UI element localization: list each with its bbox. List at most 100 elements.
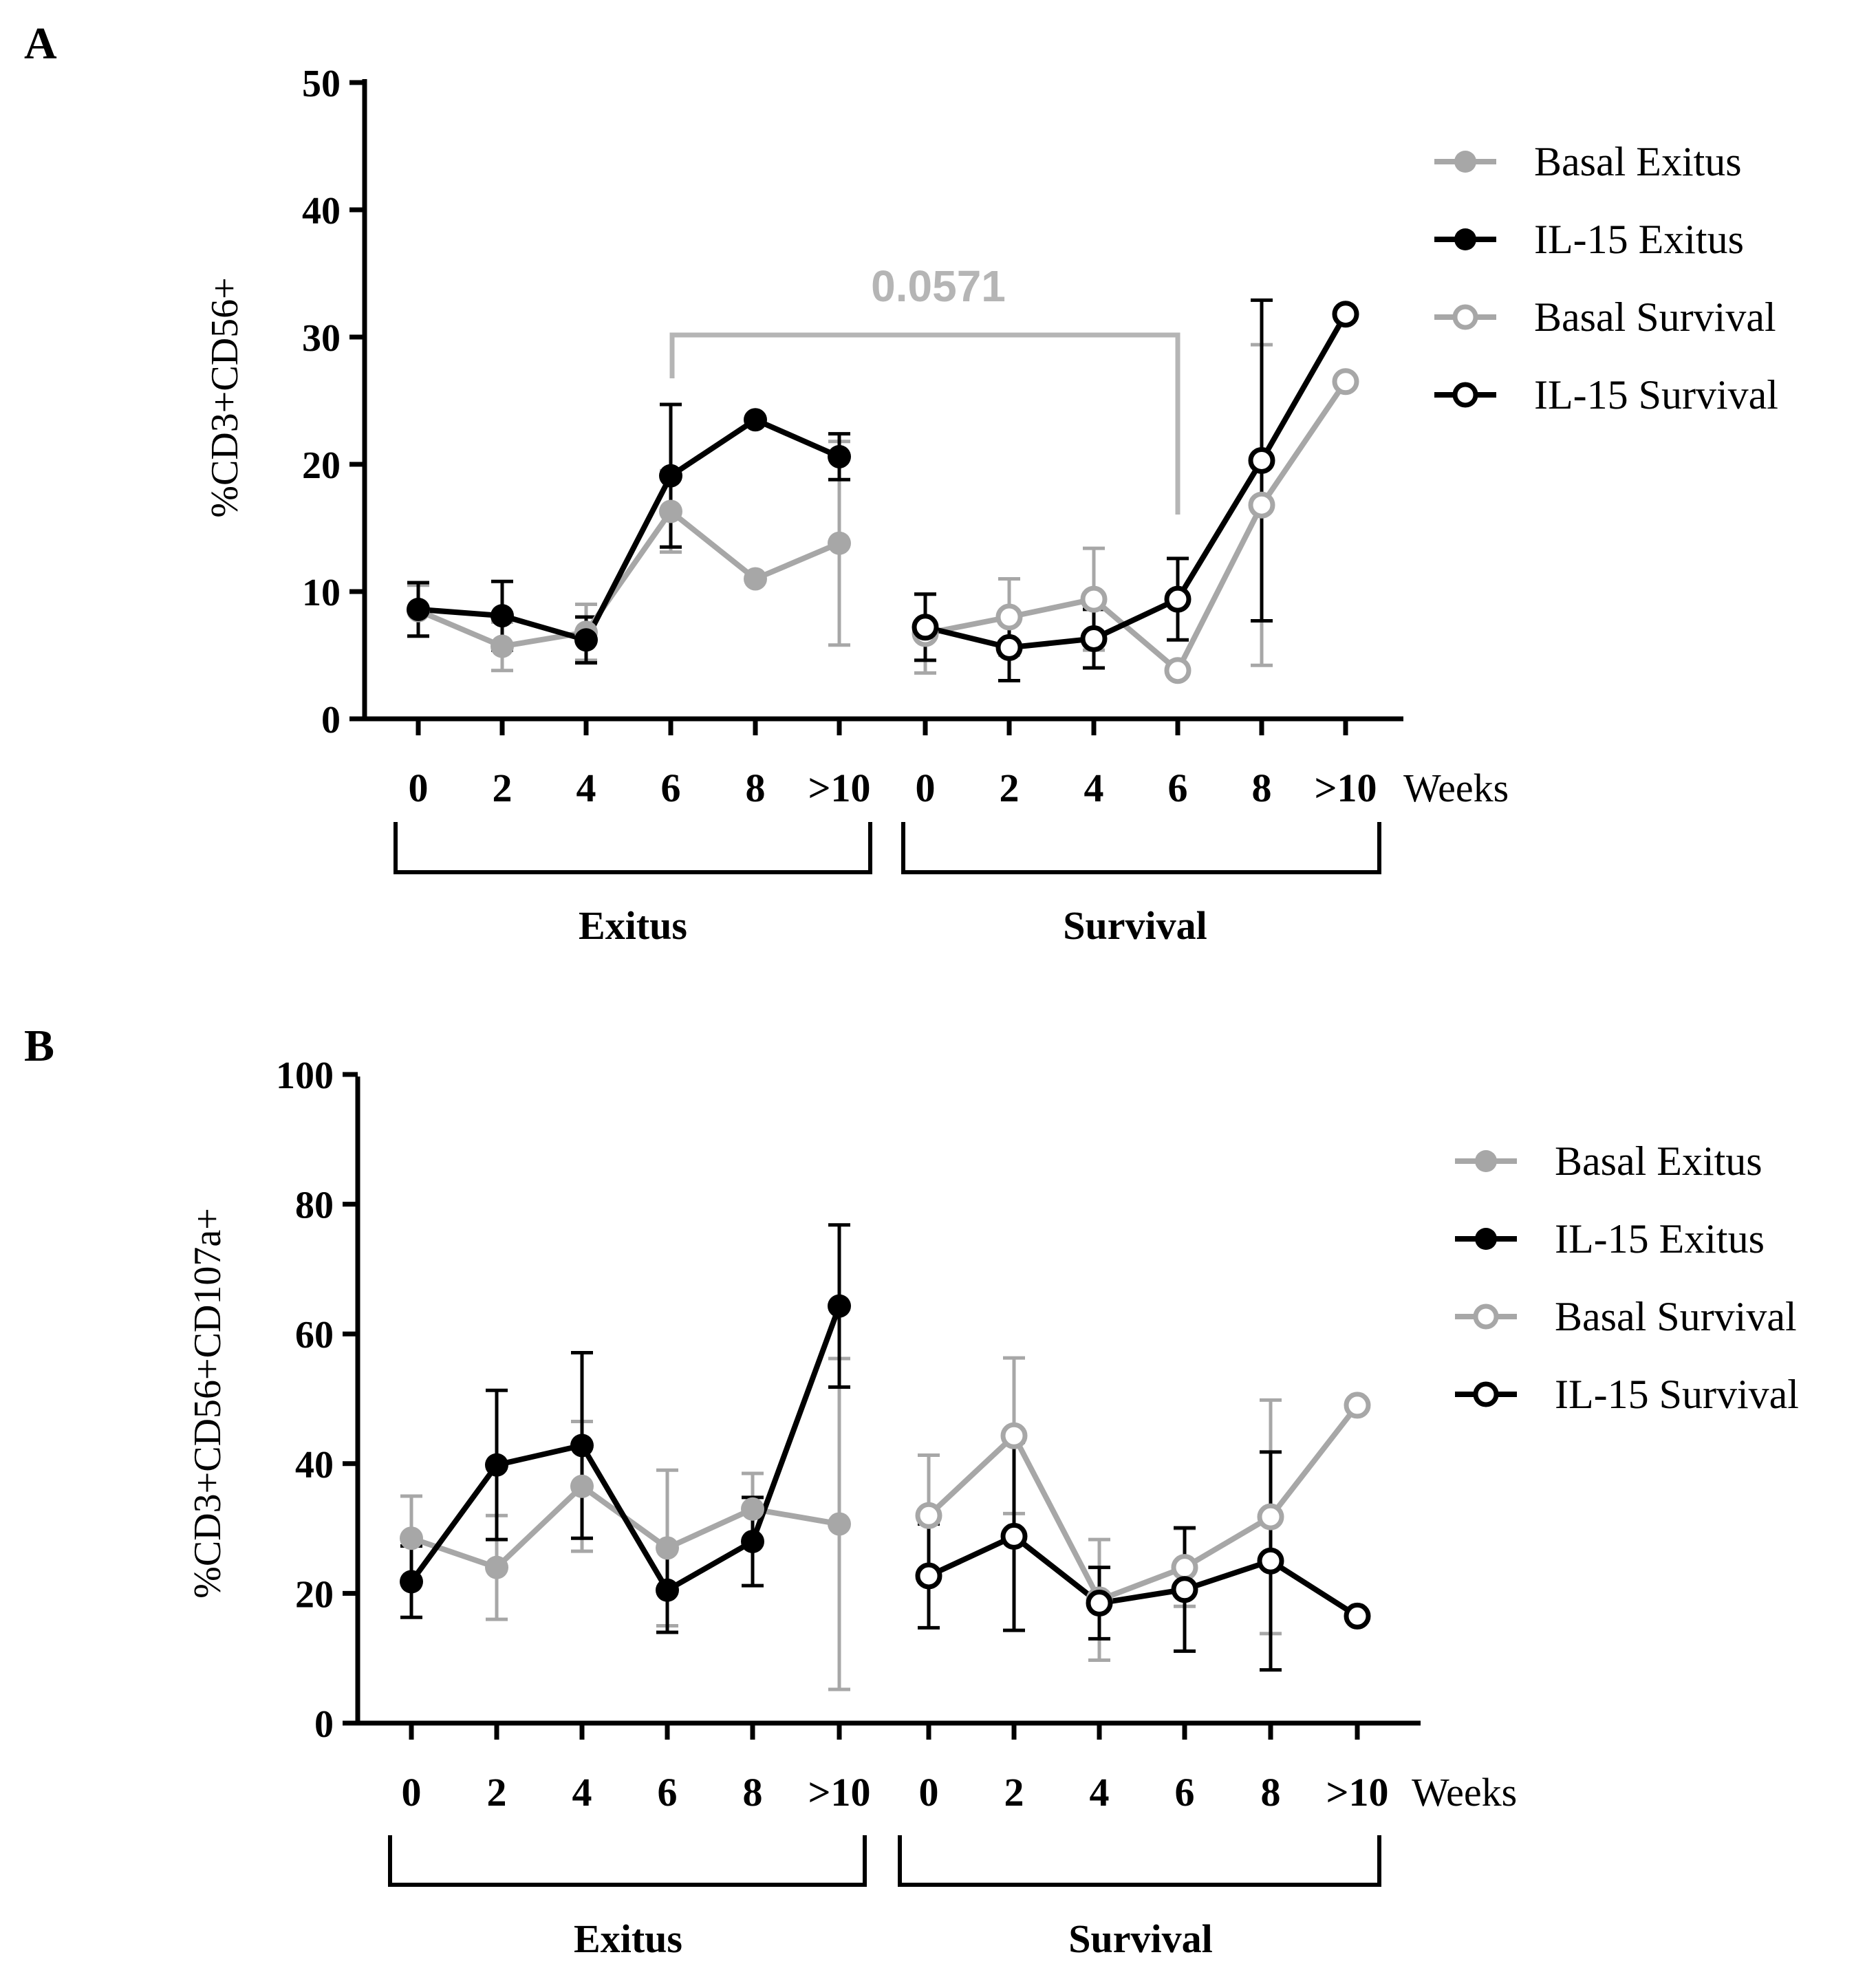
data-point-basal-exitus — [744, 567, 767, 591]
x-tick-label: 6 — [661, 766, 681, 810]
y-tick-label: 20 — [302, 444, 341, 487]
legend-marker-il15-survival — [1452, 382, 1478, 408]
legend-b-il15-exitus: IL-15 Exitus — [1455, 1216, 1765, 1262]
x-tick-label: 6 — [1175, 1770, 1195, 1815]
panel-b-x-ticks: 0 2 4 6 8 >10 0 2 4 6 8 >10 — [402, 1723, 1389, 1815]
x-tick-label: 6 — [658, 1770, 678, 1815]
data-point-il-15-exitus — [741, 1529, 764, 1553]
x-tick-label: 0 — [409, 766, 429, 810]
x-tick-label: 4 — [572, 1770, 592, 1815]
data-point-basal-survival — [1248, 491, 1275, 519]
y-tick-label: 80 — [295, 1185, 334, 1227]
data-point-basal-survival — [1000, 1422, 1028, 1449]
legend-marker-basal-exitus — [1454, 151, 1476, 173]
x-tick-label: 0 — [916, 766, 936, 810]
legend-b-label-il15-exitus: IL-15 Exitus — [1555, 1216, 1765, 1262]
legend-basal-survival: Basal Survival — [1434, 294, 1776, 340]
legend-marker-il15-exitus — [1454, 228, 1476, 250]
data-point-il-15-survival — [1332, 301, 1359, 328]
series-line-il-15-survival — [925, 312, 1348, 651]
data-point-basal-survival — [915, 1502, 942, 1529]
panel-b-y-axis-label: %CD3+CD56+CD107a+ — [186, 1208, 229, 1599]
panel-a-legend: Basal Exitus IL-15 Exitus Basal Survival… — [1434, 139, 1778, 418]
x-tick-label: 4 — [1084, 766, 1104, 810]
legend-b-label-il15-survival: IL-15 Survival — [1555, 1372, 1799, 1417]
data-point-il-15-exitus — [828, 444, 851, 468]
panel-b-legend: Basal Exitus IL-15 Exitus Basal Survival… — [1455, 1138, 1799, 1417]
data-point-il-15-survival — [1000, 1522, 1028, 1550]
x-tick-label: 8 — [746, 766, 766, 810]
y-tick-label: 10 — [302, 572, 341, 614]
x-tick-label: 8 — [743, 1770, 763, 1815]
data-point-il-15-survival — [1164, 585, 1192, 613]
significance-bracket-line — [669, 332, 1180, 515]
data-point-il-15-exitus — [574, 628, 598, 652]
series-line-basal-survival — [925, 380, 1348, 673]
series-lines — [417, 312, 1348, 673]
data-point-il-15-survival — [1248, 446, 1275, 474]
data-point-basal-survival — [1080, 585, 1108, 613]
legend-label-basal-survival: Basal Survival — [1534, 294, 1776, 340]
panel-b-x-unit: Weeks — [1412, 1770, 1517, 1815]
series-markers — [400, 1294, 1371, 1630]
panel-a-exitus-bracket — [393, 822, 872, 874]
panel-a-data — [407, 298, 1359, 684]
data-point-il-15-exitus — [490, 604, 514, 628]
panel-a-survival-label: Survival — [1063, 903, 1207, 948]
data-point-il-15-survival — [1171, 1576, 1198, 1603]
legend-basal-exitus: Basal Exitus — [1434, 139, 1742, 184]
data-point-il-15-survival — [1080, 625, 1108, 652]
data-point-il-15-exitus — [407, 597, 430, 621]
panel-b-label: B — [24, 1021, 54, 1071]
y-tick-label: 100 — [276, 1055, 334, 1097]
data-point-basal-exitus — [400, 1526, 423, 1550]
legend-label-il15-exitus: IL-15 Exitus — [1534, 217, 1744, 262]
data-point-basal-exitus — [485, 1555, 508, 1579]
legend-b-marker-il15-exitus — [1475, 1228, 1497, 1250]
x-tick-label: 2 — [1004, 1770, 1024, 1815]
legend-b-il15-survival: IL-15 Survival — [1455, 1372, 1799, 1417]
series-line-il-15-exitus — [418, 417, 841, 643]
data-point-basal-exitus — [659, 499, 682, 523]
legend-b-marker-il15-survival — [1473, 1381, 1499, 1407]
series-line-il-15-exitus — [409, 1305, 842, 1593]
legend-b-basal-survival: Basal Survival — [1455, 1294, 1797, 1339]
x-tick-label: 6 — [1168, 766, 1188, 810]
x-tick-label: >10 — [1314, 766, 1377, 810]
series-line-basal-survival — [927, 1403, 1360, 1603]
panel-a-x-ticks: 0 2 4 6 8 >10 0 2 4 6 8 >10 — [409, 719, 1377, 810]
x-tick-label: >10 — [1326, 1770, 1388, 1815]
series-markers — [407, 301, 1359, 684]
legend-b-marker-basal-survival — [1473, 1304, 1499, 1330]
panel-a-exitus-label: Exitus — [579, 903, 687, 948]
panel-a-label: A — [24, 19, 57, 69]
data-point-basal-exitus — [490, 634, 514, 658]
data-point-basal-exitus — [741, 1497, 764, 1521]
panel-b-exitus-label: Exitus — [574, 1916, 682, 1961]
data-point-basal-survival — [1344, 1392, 1371, 1419]
legend-label-il15-survival: IL-15 Survival — [1534, 372, 1778, 418]
data-point-basal-exitus — [828, 531, 851, 555]
x-tick-label: 4 — [576, 766, 596, 810]
data-point-basal-exitus — [656, 1536, 679, 1560]
panel-b-y-ticks: 0 20 40 60 80 100 — [276, 1055, 358, 1746]
data-point-il-15-exitus — [570, 1434, 594, 1458]
series-lines — [409, 1305, 1360, 1619]
data-point-il-15-survival — [915, 1562, 942, 1590]
legend-il15-exitus: IL-15 Exitus — [1434, 217, 1744, 262]
x-tick-label: 4 — [1090, 1770, 1110, 1815]
y-tick-label: 60 — [295, 1314, 334, 1356]
data-point-basal-survival — [1257, 1503, 1284, 1531]
data-point-il-15-exitus — [485, 1453, 508, 1477]
legend-il15-survival: IL-15 Survival — [1434, 372, 1778, 418]
y-tick-label: 0 — [314, 1703, 334, 1746]
data-point-il-15-exitus — [656, 1578, 679, 1602]
data-point-il-15-survival — [1344, 1602, 1371, 1630]
data-point-il-15-survival — [1086, 1590, 1113, 1617]
significance-p-value: 0.0571 — [871, 261, 1006, 311]
legend-b-label-basal-survival: Basal Survival — [1555, 1294, 1797, 1339]
panel-b-data — [400, 1223, 1371, 1691]
panel-a: A %CD3+CD56+ 0 10 20 30 40 50 0 2 4 6 8 >10 0 2 4 6 8 >1… — [24, 19, 1778, 948]
